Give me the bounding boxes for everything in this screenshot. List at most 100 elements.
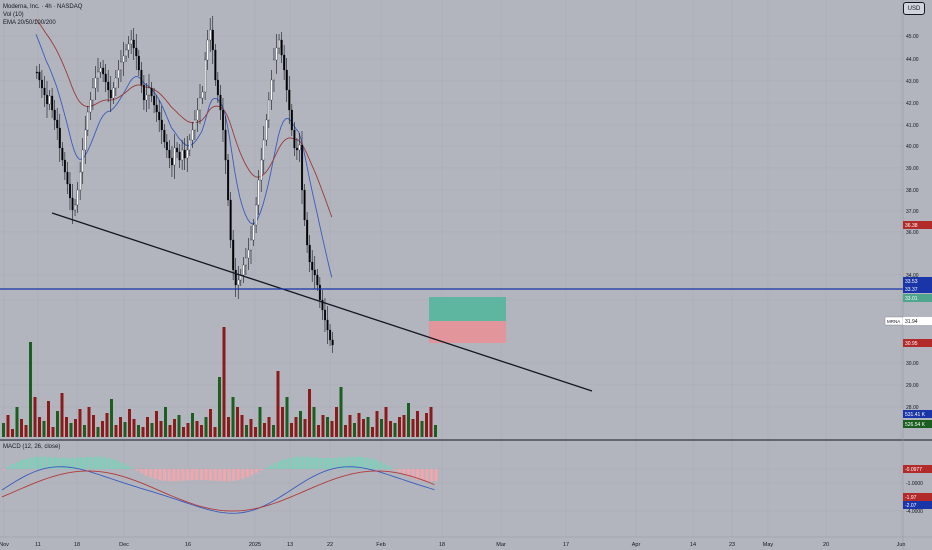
time-tick-label: 18 <box>439 542 445 548</box>
chart-legend: Moderna, Inc. · 4h · NASDAQ Vol (10) EMA… <box>3 3 82 27</box>
time-tick-label: 16 <box>185 542 191 548</box>
price-badge-label: 33.53 <box>905 279 918 285</box>
candle-body <box>35 71 38 74</box>
time-axis[interactable]: Nov 11 18 Dec 16 2025 13 22 Feb 18 Mar 17 Apr 14 23 May… <box>0 536 932 548</box>
volume-bar <box>213 427 217 437</box>
price-badge-label: 33.01 <box>905 296 918 302</box>
price-badge-label: 31.94 <box>905 319 918 325</box>
price-badge-label: 30.95 <box>905 341 918 347</box>
price-axis[interactable]: 45.00 44.00 43.00 42.00 41.00 40.00 39.00 38.00… <box>884 34 932 428</box>
volume-bar <box>51 427 55 437</box>
volume-bar <box>146 417 149 437</box>
time-tick-label: 20 <box>823 542 829 548</box>
volume-indicator-label[interactable]: Vol (10) <box>3 12 24 18</box>
macd-badge-label: -1.97 <box>905 495 917 501</box>
candle-body <box>306 219 309 246</box>
profit-target-zone[interactable] <box>429 297 506 321</box>
macd-histogram-bar <box>57 457 61 469</box>
candle-body <box>120 61 123 71</box>
volume-bar <box>321 415 325 437</box>
ema-indicator-label[interactable]: EMA 20/50/100/200 <box>3 20 56 26</box>
volume-bar <box>168 425 172 437</box>
macd-badge-label: -2.07 <box>905 503 917 509</box>
macd-histogram-bar <box>328 457 332 469</box>
price-tick-label: 37.00 <box>906 209 919 215</box>
price-tick-label: 39.00 <box>906 166 919 172</box>
currency-button[interactable]: USD <box>903 2 925 15</box>
volume-bar <box>2 423 5 437</box>
volume-bar <box>434 425 437 437</box>
candle-body <box>89 99 92 113</box>
chart-grid <box>0 0 903 537</box>
macd-histogram-bar <box>209 469 213 481</box>
candle-body <box>137 55 140 71</box>
candle-body <box>329 329 332 341</box>
candle-body <box>188 139 191 151</box>
volume-bar <box>159 421 163 437</box>
macd-histogram-bar <box>268 465 272 469</box>
risk-reward-position[interactable] <box>429 297 506 343</box>
macd-histogram-bar <box>48 457 52 469</box>
volume-bar <box>249 419 253 437</box>
price-badge-label: 526.54 K <box>905 422 926 428</box>
macd-histogram-bar <box>172 469 176 482</box>
volume-bar <box>380 419 383 437</box>
candle-body <box>285 69 288 91</box>
volume-bar <box>101 421 104 437</box>
candle-body <box>69 183 72 199</box>
candle-body <box>224 129 227 161</box>
volume-bar <box>173 419 176 437</box>
candle-body <box>308 244 311 263</box>
stop-loss-zone[interactable] <box>429 321 506 343</box>
macd-badge <box>903 465 932 473</box>
volume-bar <box>384 407 388 437</box>
macd-histogram-bar <box>98 456 102 469</box>
descending-trendline[interactable] <box>51 212 593 392</box>
macd-histogram-bar <box>190 469 194 481</box>
volume-bar <box>47 401 50 437</box>
volume-bar <box>258 407 262 437</box>
symbol-title[interactable]: Moderna, Inc. · 4h · NASDAQ <box>3 4 83 10</box>
volume-bar <box>11 429 14 437</box>
macd-badge-label: -0.0977 <box>905 467 922 473</box>
volume-bar <box>240 415 244 437</box>
candle-body <box>79 171 82 191</box>
volume-bar <box>375 411 379 437</box>
candle-body <box>153 95 156 106</box>
price-badge <box>903 285 932 293</box>
macd-indicator-label[interactable]: MACD (12, 26, close) <box>3 444 61 450</box>
macd-histogram-bar <box>195 469 199 481</box>
candle-body <box>313 269 316 276</box>
price-tick-label: 41.00 <box>906 123 919 129</box>
time-tick-label: 2025 <box>249 542 261 548</box>
candle-body <box>125 49 128 57</box>
macd-histogram-bar <box>218 469 222 482</box>
macd-histogram-bar <box>245 469 249 478</box>
volume-bar <box>164 407 167 437</box>
candle-body <box>135 47 138 57</box>
candle-body <box>214 49 217 81</box>
volume-bar <box>393 423 397 437</box>
macd-histogram-bar <box>347 456 351 469</box>
candle-body <box>155 104 158 113</box>
volume-bar <box>83 425 86 437</box>
time-tick-label: 13 <box>287 542 293 548</box>
macd-histogram-bar <box>222 469 226 482</box>
volume-bar <box>92 415 95 437</box>
macd-axis[interactable]: 0.0000-1.0000-4.0000-0.0977-1.97-2.07 <box>903 465 932 515</box>
macd-histogram-bar <box>291 457 295 469</box>
volume-bar <box>6 415 10 437</box>
macd-histogram-bar <box>370 458 374 469</box>
macd-histogram-bar <box>282 459 286 469</box>
volume-bar <box>420 421 424 437</box>
macd-histogram-bar <box>356 456 360 469</box>
macd-histogram-bar <box>314 457 318 469</box>
volume-bar <box>254 427 257 437</box>
volume-bar <box>123 422 127 437</box>
candle-body <box>252 224 255 241</box>
price-badge-label: 36.38 <box>905 223 918 229</box>
time-tick-label: 11 <box>35 542 41 548</box>
macd-histogram-bar <box>434 469 438 482</box>
volume-bar <box>312 407 316 437</box>
